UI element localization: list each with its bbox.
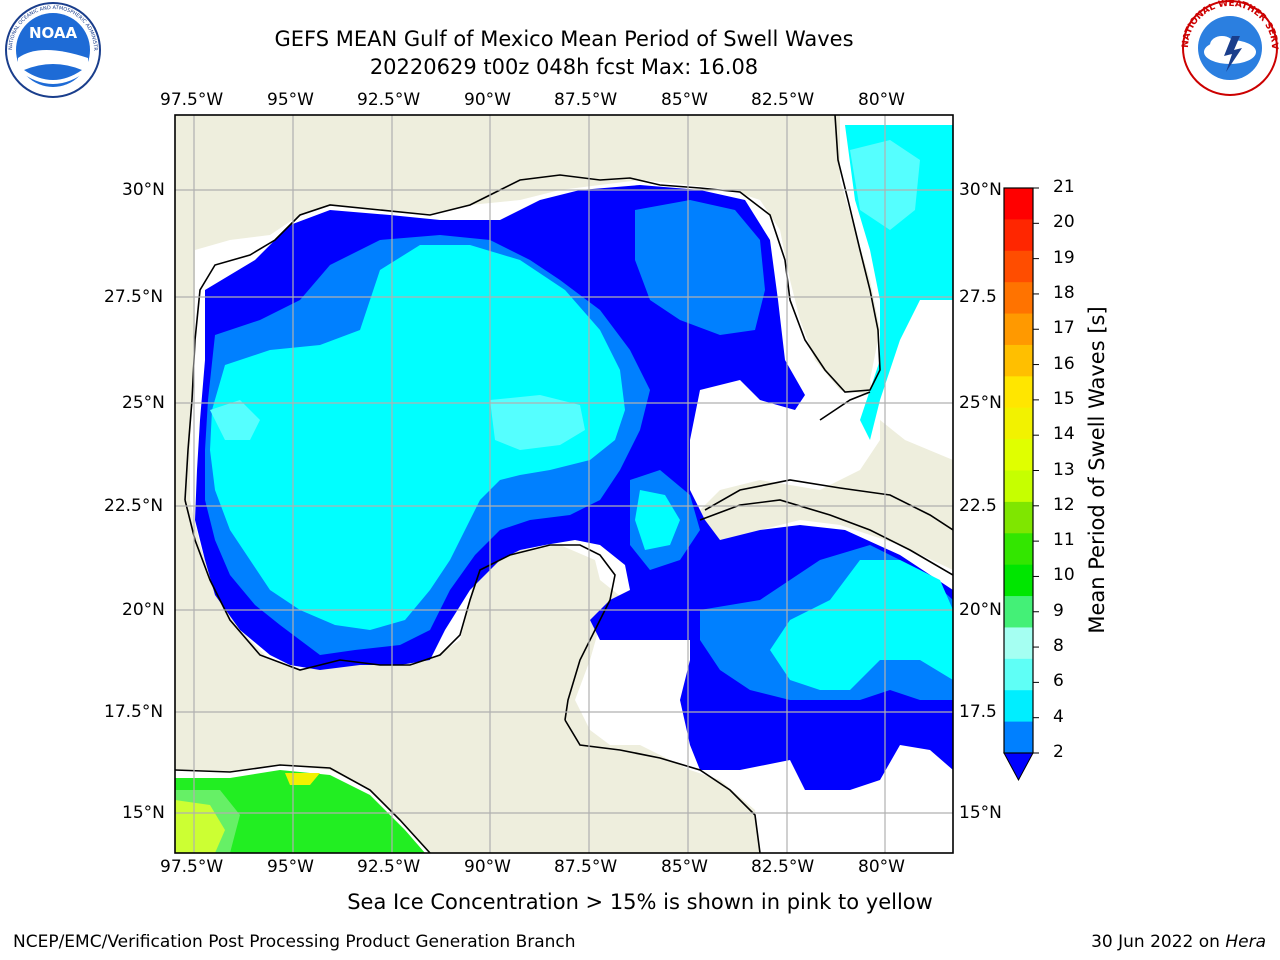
colorbar-tick-label: 16 — [1053, 353, 1075, 374]
colorbar-tick-label: 4 — [1053, 706, 1064, 727]
colorbar-frame — [1003, 187, 1034, 754]
lat-label-right: 22.5 — [959, 496, 997, 516]
colorbar-band — [1004, 219, 1033, 252]
lat-label-left: 15°N — [122, 803, 165, 823]
lon-label-bottom: 87.5°W — [554, 857, 618, 877]
map-title: GEFS MEAN Gulf of Mexico Mean Period of … — [274, 27, 854, 51]
lat-label-right: 25°N — [959, 393, 1002, 413]
colorbar-band — [1004, 344, 1033, 377]
lon-label-top: 82.5°W — [751, 90, 815, 110]
colorbar-tick-label: 19 — [1053, 247, 1075, 268]
lat-label-left: 17.5°N — [104, 702, 164, 722]
lat-label-right: 30°N — [959, 180, 1002, 200]
footer-credit: NCEP/EMC/Verification Post Processing Pr… — [13, 932, 576, 952]
colorbar-extend-arrow — [1003, 752, 1034, 782]
colorbar-label: Mean Period of Swell Waves [s] — [1085, 306, 1109, 634]
colorbar-band — [1004, 721, 1033, 754]
lon-label-bottom: 90°W — [464, 857, 511, 877]
swell-band-4s-east — [635, 200, 765, 335]
swell-band-6s — [210, 245, 625, 630]
lat-label-left: 25°N — [122, 393, 165, 413]
colorbar-tick-label: 18 — [1053, 282, 1075, 303]
colorbar-tick-label: 21 — [1053, 177, 1075, 197]
nws-logo: NATIONAL WEATHER SERVICE — [1180, 0, 1279, 96]
colorbar-band — [1004, 658, 1033, 691]
lon-label-top: 90°W — [464, 90, 511, 110]
colorbar-tick-label: 9 — [1053, 600, 1064, 621]
lon-label-bottom: 82.5°W — [751, 857, 815, 877]
footer-date: 30 Jun 2022 on Hera — [1091, 932, 1266, 952]
lon-label-bottom: 95°W — [267, 857, 314, 877]
colorbar-tick-label: 12 — [1053, 494, 1075, 515]
footer-date-text: 30 Jun 2022 on — [1091, 932, 1226, 952]
noaa-logo-text: NOAA — [29, 24, 78, 42]
footer-host: Hera — [1225, 932, 1266, 952]
sea-ice-note: Sea Ice Concentration > 15% is shown in … — [347, 890, 933, 914]
colorbar-band — [1004, 627, 1033, 660]
colorbar-band — [1004, 501, 1033, 534]
graticule — [175, 115, 953, 853]
swell-band-6s-carib — [770, 560, 953, 690]
colorbar — [1004, 187, 1039, 754]
lon-label-bottom: 92.5°W — [357, 857, 421, 877]
lat-label-right: 20°N — [959, 600, 1002, 620]
lat-label-left: 27.5°N — [104, 287, 164, 307]
colorbar-band — [1004, 282, 1033, 315]
colorbar-band — [1004, 407, 1033, 440]
lat-label-right: 17.5 — [959, 702, 997, 722]
colorbar-tick-label: 11 — [1053, 530, 1075, 551]
pacific-swell-green — [175, 770, 425, 853]
colorbar-band — [1004, 313, 1033, 346]
colorbar-band — [1004, 250, 1033, 283]
lat-label-left: 20°N — [122, 600, 165, 620]
colorbar-band — [1004, 470, 1033, 503]
lon-label-bottom: 80°W — [858, 857, 905, 877]
colorbar-tick-label: 17 — [1053, 318, 1075, 339]
colorbar-tick-label: 2 — [1053, 742, 1064, 762]
lon-label-top: 87.5°W — [554, 90, 618, 110]
colorbar-band — [1004, 533, 1033, 566]
lon-label-bottom: 97.5°W — [160, 857, 224, 877]
colorbar-band — [1004, 564, 1033, 597]
lon-label-top: 92.5°W — [357, 90, 421, 110]
colorbar-tick-label: 8 — [1053, 636, 1064, 657]
lat-label-left: 22.5°N — [104, 496, 164, 516]
colorbar-tick-label: 13 — [1053, 459, 1075, 480]
swell-band-6s-channel — [635, 490, 680, 550]
colorbar-band — [1004, 439, 1033, 471]
map-frame — [174, 114, 954, 854]
map-subtitle: 20220629 t00z 048h fcst Max: 16.08 — [369, 55, 759, 79]
lat-label-right: 15°N — [959, 803, 1002, 823]
colorbar-tick-label: 6 — [1053, 671, 1064, 692]
colorbar-band — [1004, 188, 1033, 220]
noaa-logo: NOAA NATIONAL OCEANIC AND ATMOSPHERIC AD… — [0, 0, 101, 98]
swell-band-8s — [490, 395, 585, 450]
swell-band-8s-b — [210, 400, 260, 440]
lon-label-top: 85°W — [661, 90, 708, 110]
lon-label-top: 95°W — [267, 90, 314, 110]
colorbar-band — [1004, 376, 1033, 409]
lat-label-left: 30°N — [122, 180, 165, 200]
lon-label-top: 97.5°W — [160, 90, 224, 110]
colorbar-band — [1004, 596, 1033, 628]
pacific-swell-yellow — [285, 773, 320, 785]
colorbar-tick-label: 10 — [1053, 565, 1075, 586]
lat-label-right: 27.5 — [959, 287, 997, 307]
lon-label-top: 80°W — [858, 90, 905, 110]
colorbar-tick-label: 20 — [1053, 212, 1075, 233]
lon-label-bottom: 85°W — [661, 857, 708, 877]
colorbar-tick-label: 14 — [1053, 424, 1075, 445]
colorbar-band — [1004, 690, 1033, 723]
colorbar-tick-label: 15 — [1053, 388, 1075, 409]
